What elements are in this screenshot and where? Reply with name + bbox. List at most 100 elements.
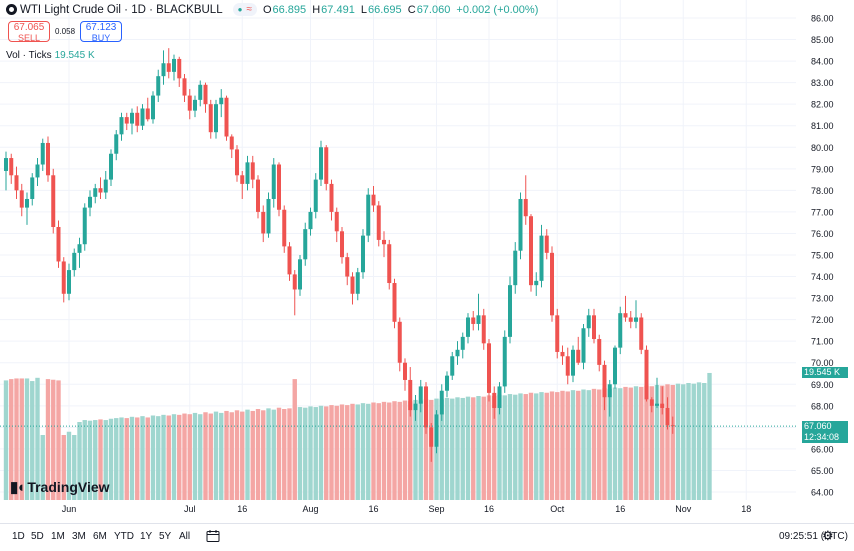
- candle-body: [177, 58, 182, 79]
- volume-bar: [413, 399, 418, 500]
- candle-body: [492, 392, 497, 408]
- volume-bar: [350, 403, 355, 500]
- chart-title[interactable]: WTI Light Crude Oil · 1D · BLACKBULL: [20, 3, 223, 16]
- volume-bar: [72, 435, 77, 500]
- volume-bar: [444, 397, 450, 500]
- timeframe-1m[interactable]: 1M: [51, 531, 65, 542]
- price-chart[interactable]: 64.0065.0066.0067.0068.0069.0070.0071.00…: [0, 0, 854, 523]
- volume-bar: [77, 422, 82, 500]
- volume-bar: [450, 398, 455, 500]
- candle-body: [397, 321, 402, 363]
- candle-body: [35, 164, 40, 178]
- volume-bar: [408, 401, 413, 500]
- volume-bar: [61, 435, 66, 500]
- candle-body: [487, 343, 491, 393]
- candle-body: [266, 198, 271, 234]
- volume-bar: [602, 388, 607, 500]
- candle-body: [581, 328, 586, 363]
- volume-bar: [696, 382, 702, 500]
- timeframe-1y[interactable]: 1Y: [140, 531, 153, 542]
- volume-bar: [455, 397, 460, 500]
- candle-body: [40, 142, 45, 165]
- volume-bar: [560, 390, 565, 500]
- candle-body: [72, 252, 77, 271]
- price-axis: 64.0065.0066.0067.0068.0069.0070.0071.00…: [811, 14, 834, 498]
- volume-bar: [145, 417, 150, 500]
- timeframe-1d[interactable]: 1D: [12, 531, 25, 542]
- volume-bar: [381, 401, 387, 500]
- volume-legend[interactable]: Vol · Ticks 19.545 K: [6, 50, 95, 61]
- volume-bar: [481, 396, 486, 500]
- candle-body: [30, 177, 35, 199]
- candle-body: [240, 175, 245, 184]
- tradingview-logo-icon: ▮◖: [10, 479, 25, 496]
- x-tick-label: Jun: [62, 504, 77, 514]
- candle-body: [518, 198, 523, 251]
- utc-clock[interactable]: 09:25:51 (UTC): [779, 531, 848, 542]
- y-tick-label: 83.00: [811, 78, 834, 88]
- volume-bar: [471, 397, 476, 500]
- candle-body: [172, 58, 176, 72]
- candle-body: [261, 211, 266, 234]
- volume-bar: [539, 392, 544, 500]
- y-tick-label: 74.00: [811, 272, 834, 282]
- candle-body: [303, 229, 308, 260]
- x-tick-label: Sep: [428, 504, 444, 514]
- tradingview-logo-text: TradingView: [27, 479, 110, 495]
- volume-bar: [423, 399, 429, 500]
- candle-body: [455, 349, 460, 357]
- buy-button[interactable]: 67.123 BUY: [80, 21, 123, 43]
- gear-icon[interactable]: ⚙: [822, 528, 834, 543]
- candle-body: [592, 315, 596, 340]
- calendar-icon[interactable]: [206, 529, 220, 543]
- x-tick-label: 16: [237, 504, 247, 514]
- timeframe-5y[interactable]: 5Y: [159, 531, 172, 542]
- volume-bar: [114, 418, 119, 500]
- volume-bar: [276, 407, 282, 500]
- market-status-pill[interactable]: ● ≈: [232, 3, 257, 16]
- volume-bar: [171, 414, 177, 500]
- candle-body: [25, 198, 29, 208]
- timeframe-5d[interactable]: 5D: [31, 531, 44, 542]
- volume-bar: [271, 409, 276, 500]
- candle-body: [361, 235, 365, 273]
- candle-body: [67, 270, 71, 294]
- tradingview-logo[interactable]: ▮◖ TradingView: [10, 478, 110, 496]
- y-tick-label: 79.00: [811, 164, 834, 174]
- candle-body: [382, 239, 386, 245]
- volume-bar: [513, 394, 518, 500]
- candle-body: [235, 149, 239, 176]
- candle-body: [298, 259, 302, 290]
- volume-bar: [355, 404, 360, 500]
- x-tick-label: Oct: [550, 504, 565, 514]
- volume-bar: [534, 393, 539, 500]
- volume-bar: [35, 377, 40, 500]
- volume-bar: [124, 418, 129, 500]
- candle-body: [313, 179, 318, 212]
- volume-bar: [618, 388, 623, 500]
- volume-bar: [9, 379, 14, 500]
- volume-bar: [397, 401, 402, 500]
- candle-body: [156, 76, 161, 96]
- timeframe-6m[interactable]: 6M: [93, 531, 107, 542]
- x-tick-label: Nov: [675, 504, 692, 514]
- sell-button[interactable]: 67.065 SELL: [8, 21, 50, 43]
- volume-bar: [528, 392, 534, 500]
- volume-bar: [324, 406, 329, 500]
- candle-body: [634, 317, 638, 322]
- candle-body: [193, 99, 197, 111]
- candle-body: [130, 112, 134, 124]
- volume-bar: [87, 420, 93, 500]
- timeframe-ytd[interactable]: YTD: [114, 531, 134, 542]
- candle-body: [145, 108, 150, 120]
- timeframe-all[interactable]: All: [179, 531, 191, 542]
- candle-body: [151, 95, 155, 120]
- timeframe-3m[interactable]: 3M: [72, 531, 86, 542]
- volume-bar: [654, 384, 660, 500]
- candle-body: [355, 272, 360, 294]
- candle-body: [334, 211, 339, 232]
- volume-bar: [502, 395, 507, 500]
- volume-bar: [597, 389, 602, 500]
- volume-bar: [308, 406, 313, 500]
